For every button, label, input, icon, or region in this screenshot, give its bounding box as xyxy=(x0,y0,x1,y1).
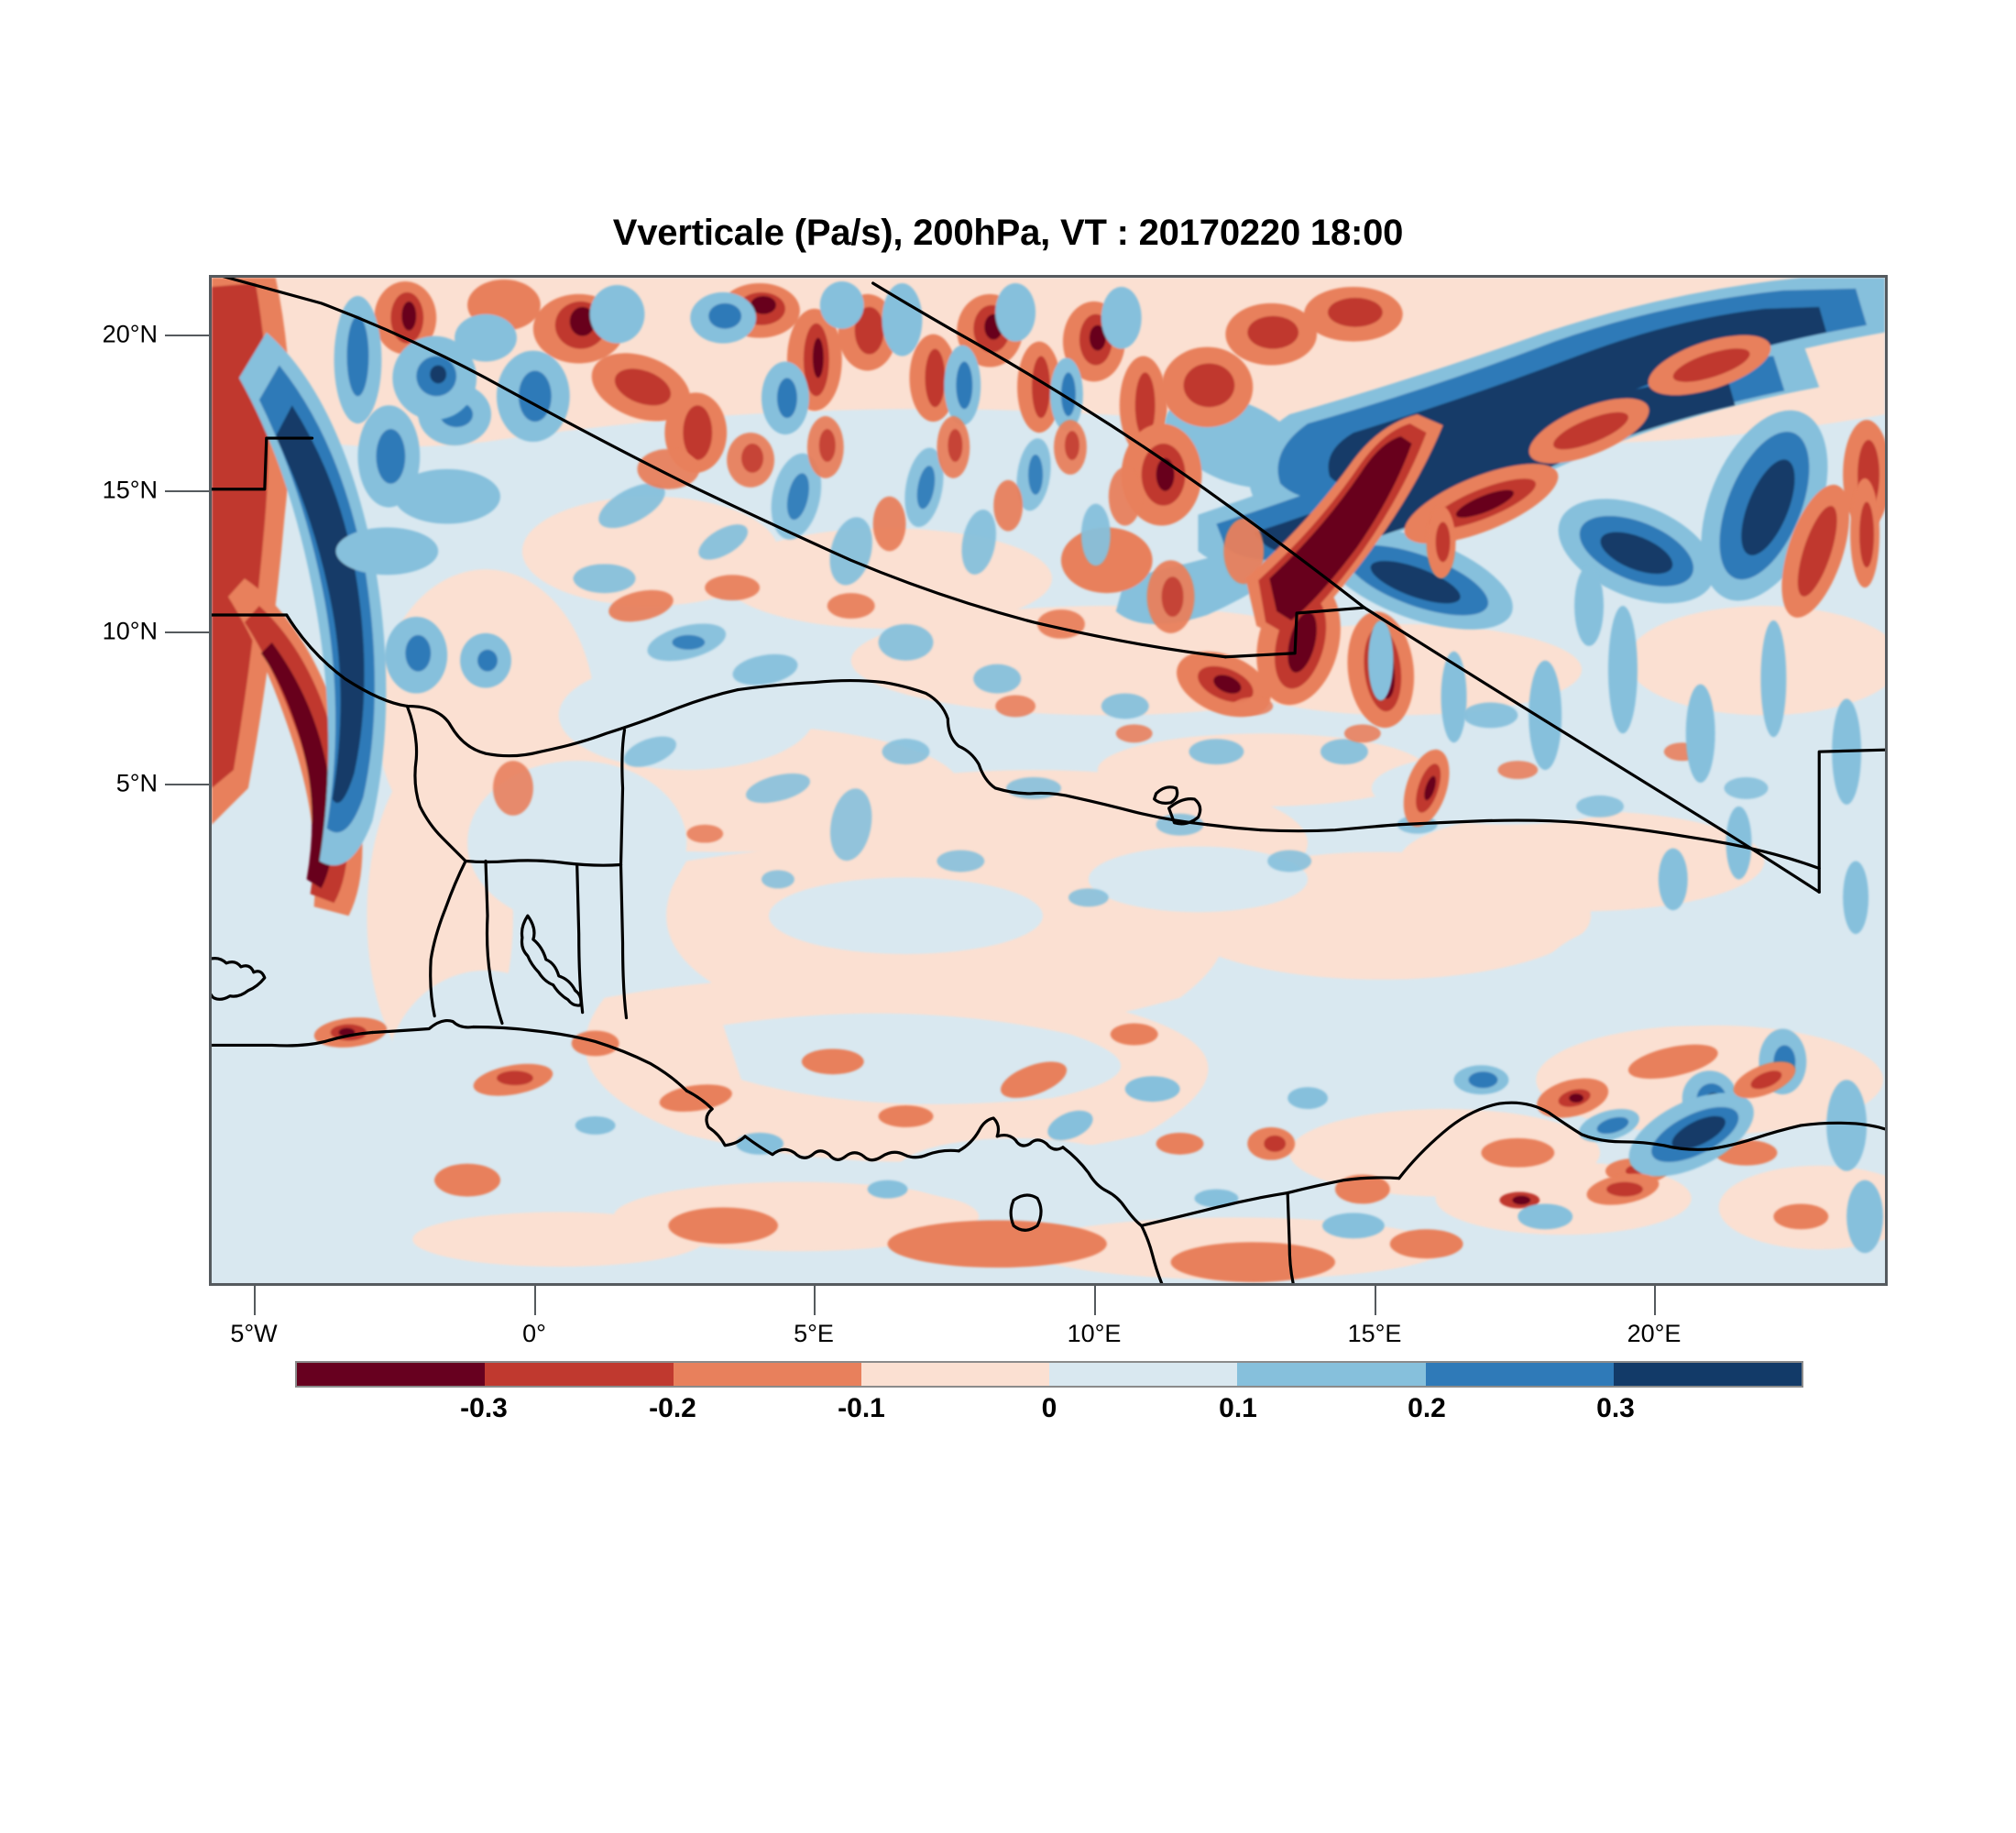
colorbar-tick-plus03: 0.3 xyxy=(1596,1393,1635,1423)
colorbar-band-4 xyxy=(1049,1363,1238,1386)
lon-tick-0 xyxy=(534,1286,536,1315)
lat-tick-20N xyxy=(165,335,209,336)
east-sahel-cell xyxy=(1403,749,1450,828)
lon-label-5W: 5°W xyxy=(230,1320,278,1347)
lon-tick-5E xyxy=(814,1286,816,1315)
colorbar[interactable] xyxy=(295,1361,1803,1388)
colorbar-band-5 xyxy=(1237,1363,1426,1386)
lon-label-5E: 5°E xyxy=(794,1320,834,1347)
colorbar-tick-minus02: -0.2 xyxy=(649,1393,696,1423)
page-title: Vverticale (Pa/s), 200hPa, VT : 20170220… xyxy=(612,213,1404,253)
lat-tick-5N xyxy=(165,784,209,785)
lon-label-15E: 15°E xyxy=(1347,1320,1402,1347)
lat-tick-10N xyxy=(165,631,209,633)
nw-dipole xyxy=(212,278,511,916)
lon-label-20E: 20°E xyxy=(1627,1320,1682,1347)
lon-tick-10E xyxy=(1094,1286,1096,1315)
lon-label-10E: 10°E xyxy=(1067,1320,1122,1347)
lon-tick-20E xyxy=(1654,1286,1656,1315)
lon-label-0: 0° xyxy=(522,1320,546,1347)
colorbar-band-6 xyxy=(1425,1363,1614,1386)
colorbar-band-2 xyxy=(673,1363,861,1386)
lat-label-5N: 5°N xyxy=(115,769,158,797)
colorbar-band-0 xyxy=(297,1363,486,1386)
colorbar-band-7 xyxy=(1613,1363,1802,1386)
country-borders xyxy=(212,278,1885,1283)
se-dipole-train xyxy=(1586,1061,1796,1205)
colorbar-tick-plus01: 0.1 xyxy=(1219,1393,1257,1423)
lat-label-20N: 20°N xyxy=(102,320,158,348)
colorbar-tick-plus02: 0.2 xyxy=(1408,1393,1446,1423)
lon-tick-5W xyxy=(254,1286,256,1315)
lon-tick-15E xyxy=(1375,1286,1376,1315)
colorbar-tick-minus01: -0.1 xyxy=(838,1393,885,1423)
lat-tick-15N xyxy=(165,490,209,492)
lat-label-10N: 10°N xyxy=(102,617,158,645)
colorbar-band-1 xyxy=(485,1363,674,1386)
sahara-speckle xyxy=(573,416,1518,765)
vertical-velocity-field xyxy=(212,278,1885,1283)
colorbar-tick-minus03: -0.3 xyxy=(460,1393,508,1423)
map-plot-area xyxy=(209,275,1888,1286)
east-chad-streaks xyxy=(1367,477,1880,935)
sahara-wave-train-west xyxy=(334,279,1167,473)
colorbar-tick-zero: 0 xyxy=(1041,1393,1057,1423)
lat-label-15N: 15°N xyxy=(102,476,158,504)
colorbar-band-3 xyxy=(860,1363,1049,1386)
